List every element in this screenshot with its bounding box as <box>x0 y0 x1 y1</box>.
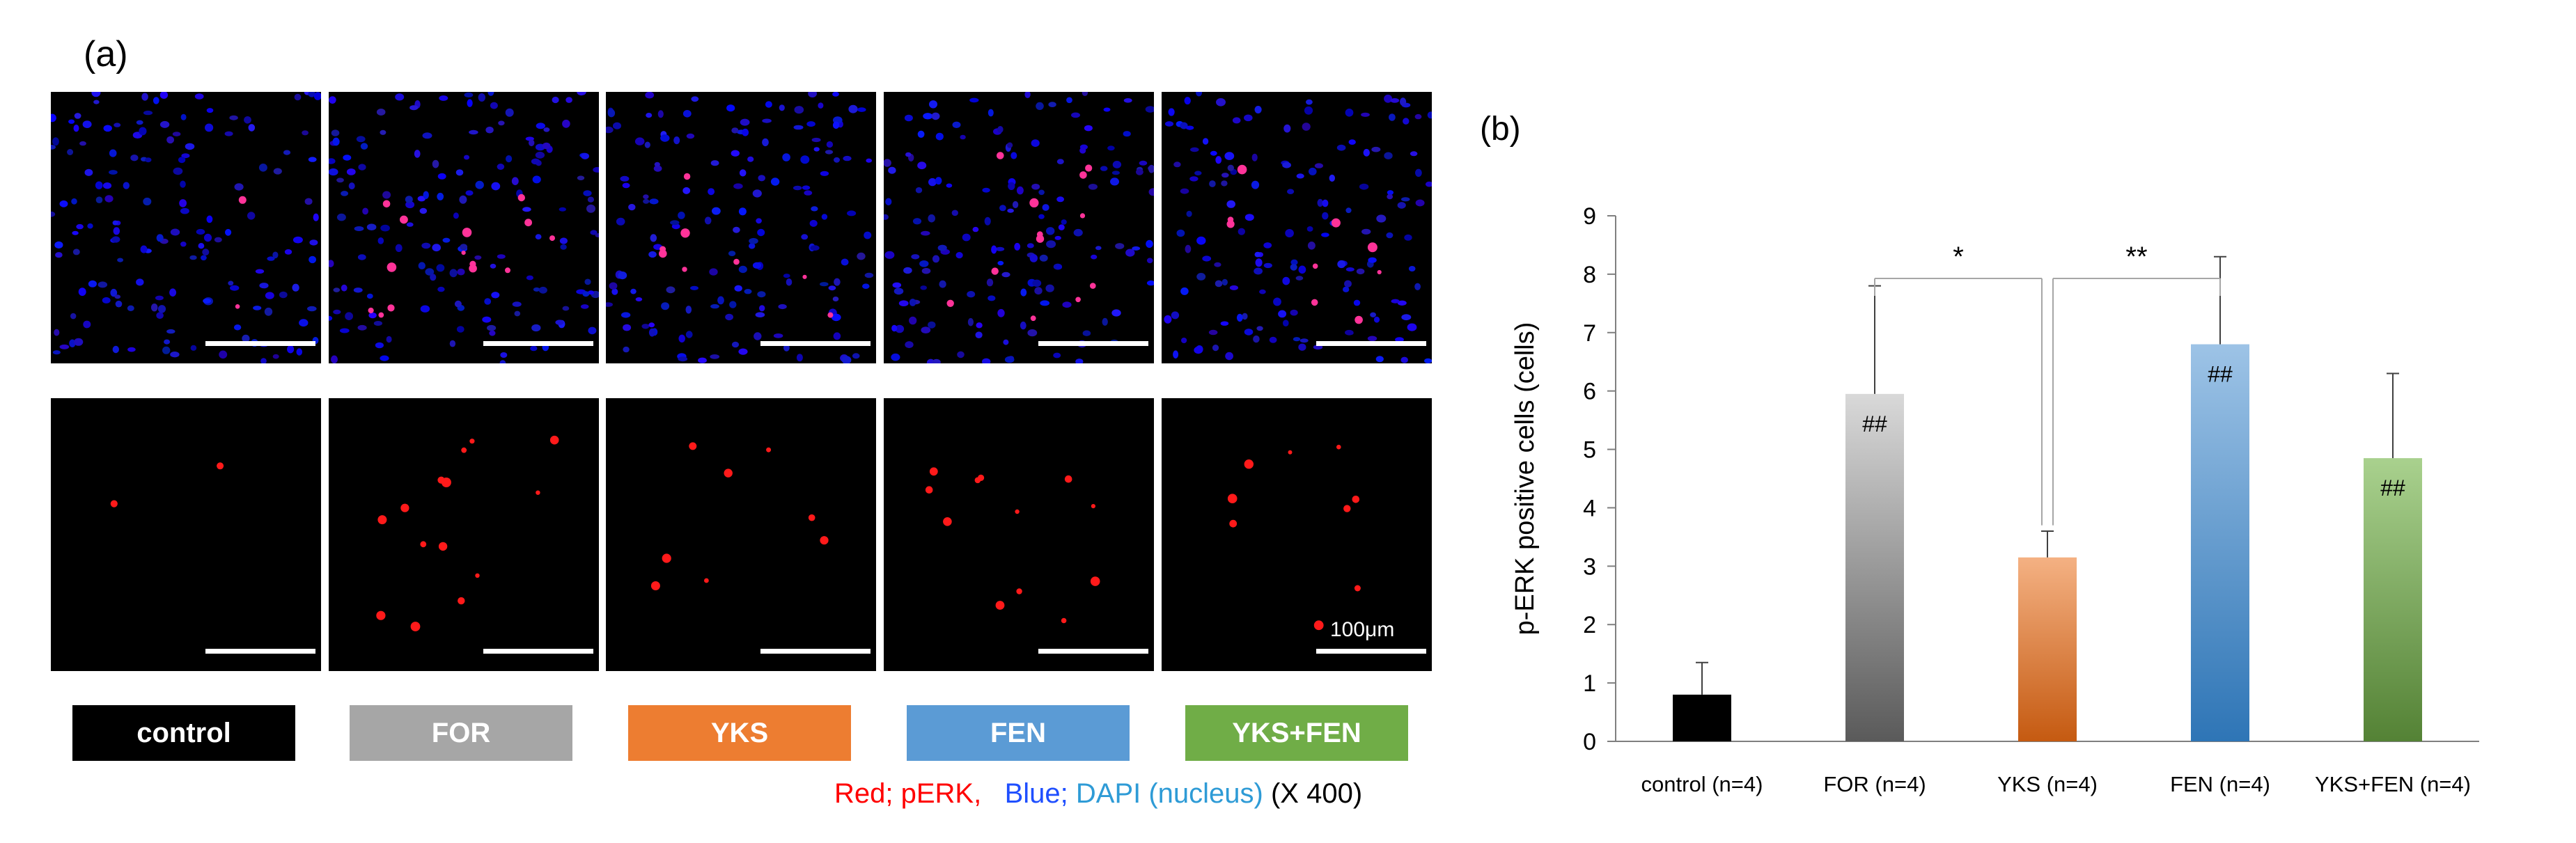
legend-separator: , <box>974 778 982 809</box>
x-tick-label: FOR (n=4) <box>1823 772 1926 796</box>
bar-annotation: ## <box>2208 362 2233 387</box>
panel-a-label: (a) <box>84 34 128 74</box>
scale-bar <box>1316 341 1426 346</box>
merged-image-control <box>51 92 321 363</box>
legend-red-text: Red; pERK <box>834 778 974 809</box>
y-tick-label: 0 <box>1583 729 1596 755</box>
scale-bar <box>1038 341 1148 346</box>
merged-image-for <box>329 92 599 363</box>
scale-bar <box>205 649 315 654</box>
bar <box>1673 694 1731 741</box>
group-label-yks: YKS <box>628 705 851 761</box>
group-label-fen: FEN <box>907 705 1130 761</box>
x-tick-label: FEN (n=4) <box>2170 772 2270 796</box>
significance-label: * <box>1953 242 1964 272</box>
legend-blue-prefix: Blue; <box>1004 778 1076 809</box>
scale-bar-label: 100μm <box>1330 618 1395 641</box>
scale-bar <box>483 341 593 346</box>
y-tick-label: 1 <box>1583 670 1596 697</box>
y-tick-label: 8 <box>1583 262 1596 288</box>
perk-image-control <box>51 398 321 671</box>
merged-image-yks-fen <box>1162 92 1432 363</box>
bar <box>1845 393 1904 741</box>
legend-dapi-text: DAPI (nucleus) <box>1075 778 1263 809</box>
merged-image-fen <box>884 92 1154 363</box>
group-label-control: control <box>72 705 295 761</box>
bar <box>2191 344 2249 741</box>
x-tick-label: YKS (n=4) <box>1997 772 2098 796</box>
perk-image-fen <box>884 398 1154 671</box>
bar <box>2018 557 2077 741</box>
group-label-for: FOR <box>350 705 572 761</box>
perk-image-for <box>329 398 599 671</box>
y-tick-label: 2 <box>1583 612 1596 638</box>
scale-bar <box>760 649 871 654</box>
x-tick-label: YKS+FEN (n=4) <box>2315 772 2471 796</box>
significance-label: ** <box>2125 242 2147 272</box>
legend-magnification: (X 400) <box>1270 778 1363 809</box>
scale-bar <box>1316 649 1426 654</box>
y-tick-label: 9 <box>1583 203 1596 230</box>
merged-image-yks <box>606 92 876 363</box>
scale-bar <box>483 649 593 654</box>
scale-bar <box>760 341 871 346</box>
y-tick-label: 6 <box>1583 379 1596 405</box>
y-tick-label: 3 <box>1583 553 1596 580</box>
y-tick-label: 5 <box>1583 437 1596 464</box>
bar <box>2364 458 2422 741</box>
y-axis-label: p-ERK positive cells (cells) <box>1511 322 1540 636</box>
scale-bar <box>1038 649 1148 654</box>
stain-legend: Red; pERK, Blue; DAPI (nucleus) (X 400) <box>834 778 1362 810</box>
x-tick-label: control (n=4) <box>1641 772 1763 796</box>
perk-image-yks <box>606 398 876 671</box>
perk-image-yks-fen <box>1162 398 1432 671</box>
scale-bar <box>205 341 315 346</box>
bar-annotation: ## <box>1862 411 1887 436</box>
bar-chart: 0 1 2 3 4 5 6 7 8 9 p-ERK positive cells (cells) co… <box>1511 203 2479 796</box>
y-tick-label: 4 <box>1583 495 1596 521</box>
panel-b-label: (b) <box>1480 111 1521 148</box>
y-tick-label: 7 <box>1583 320 1596 347</box>
bar-annotation: ## <box>2380 475 2405 501</box>
group-label-yks-fen: YKS+FEN <box>1185 705 1408 761</box>
